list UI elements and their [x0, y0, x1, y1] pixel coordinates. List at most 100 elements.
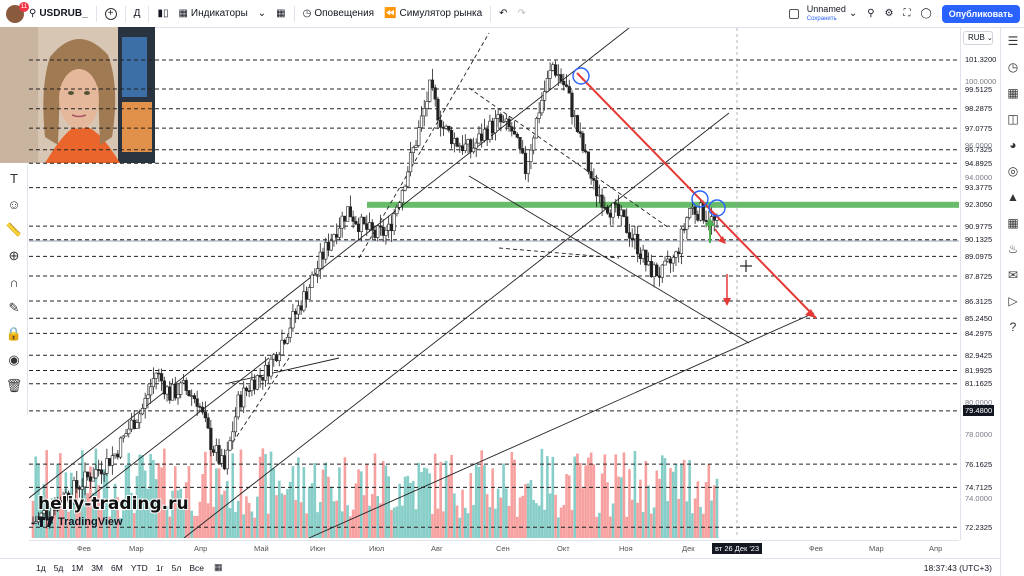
volume-bar: [346, 505, 349, 538]
compare-symbol-button[interactable]: +: [100, 0, 122, 28]
range-button[interactable]: YTD: [130, 562, 148, 573]
price-tick-label: 100.0000: [965, 76, 997, 86]
magnet-tool[interactable]: ∩: [0, 269, 28, 295]
dashed-trend-4: [498, 247, 620, 259]
volume-bar: [163, 448, 166, 538]
range-button[interactable]: 1д: [36, 562, 46, 573]
candle-body: [239, 394, 243, 408]
candle-body: [140, 408, 145, 415]
volume-bar: [477, 466, 481, 538]
zoom-tool[interactable]: ⊕: [0, 243, 28, 269]
hotlist-button[interactable]: ▲: [1001, 184, 1024, 210]
measure-tool[interactable]: 📏: [0, 217, 28, 243]
layouts-button[interactable]: ▦: [271, 0, 290, 28]
volume-bar: [376, 495, 380, 538]
chart-type-button[interactable]: ▮▯: [152, 0, 173, 28]
target-icon: ◎: [1007, 164, 1019, 178]
volume-bar: [433, 453, 437, 538]
candle-body: [597, 194, 601, 197]
candle-body: [671, 257, 675, 264]
volume-bar: [458, 517, 462, 538]
candle-body: [521, 148, 525, 154]
watchlist-button[interactable]: ☰: [1001, 28, 1024, 54]
candle-body: [430, 79, 435, 89]
currency-button[interactable]: RUB ⌄: [963, 31, 993, 45]
chat-button[interactable]: ◫: [1001, 106, 1024, 132]
candle-body: [548, 70, 552, 79]
help-button[interactable]: ?: [1001, 314, 1024, 340]
publish-button[interactable]: Опубликовать: [941, 4, 1020, 23]
range-button[interactable]: Все: [189, 562, 204, 573]
candle-body: [118, 437, 123, 458]
replay-button[interactable]: ⏪ Симулятор рынка: [379, 0, 487, 28]
candle-body: [253, 379, 257, 390]
lock-tool[interactable]: 🔒: [0, 321, 28, 347]
candle-body: [127, 428, 131, 435]
range-button[interactable]: 3М: [91, 562, 103, 573]
fullscreen-button[interactable]: ⛶: [899, 0, 916, 28]
candle-body: [586, 151, 591, 172]
dashed-trend-3: [468, 87, 670, 229]
range-button[interactable]: 5л: [171, 562, 182, 573]
volume-bar: [518, 497, 522, 538]
descending-channel-line: [468, 175, 750, 344]
avatar[interactable]: 11: [6, 1, 29, 23]
volume-bar: [521, 495, 525, 538]
volume-bar: [275, 495, 278, 538]
candle-body: [173, 383, 177, 399]
interval-button[interactable]: Д: [133, 8, 141, 19]
undo-button[interactable]: ↶: [494, 0, 512, 28]
calendar-button[interactable]: ▦: [1001, 210, 1024, 236]
volume-bar: [370, 494, 374, 538]
indicators-button[interactable]: ▦ Индикаторы: [173, 0, 252, 28]
settings-button[interactable]: ⚙: [880, 0, 899, 28]
candle-body: [408, 152, 413, 173]
range-button[interactable]: 6М: [111, 562, 123, 573]
clock[interactable]: 18:37:43 (UTC+3): [923, 563, 992, 573]
delete-tool[interactable]: 🗑: [0, 373, 28, 399]
broadcast-button[interactable]: ▷: [1001, 288, 1024, 314]
ideas-button[interactable]: ◕: [1001, 132, 1024, 158]
range-button[interactable]: 1г: [155, 562, 164, 573]
trash-icon: 🗑: [5, 378, 23, 393]
volume-bar: [660, 455, 664, 538]
quick-search-button[interactable]: ⚲: [862, 0, 879, 28]
speech-icon: ✉: [1007, 268, 1019, 282]
text-tool[interactable]: T: [0, 165, 28, 191]
streams-button[interactable]: ◎: [1001, 158, 1024, 184]
range-button[interactable]: 5д: [53, 562, 64, 573]
volume-bar: [611, 503, 615, 538]
calendar-range-icon[interactable]: ▦: [213, 562, 223, 572]
volume-bar: [75, 487, 79, 538]
candle-body: [31, 522, 35, 525]
range-button[interactable]: 1М: [71, 562, 84, 573]
alerts-button[interactable]: ◷ Оповещения: [298, 0, 379, 28]
snapshot-button[interactable]: ◯: [916, 0, 937, 28]
lock-drawings-tool[interactable]: ✎: [0, 295, 28, 321]
hide-tool[interactable]: ◉: [0, 347, 28, 373]
templates-button[interactable]: ⌄: [253, 0, 271, 28]
patterns-tool[interactable]: ☺: [0, 191, 28, 217]
chats-button[interactable]: ✉: [1001, 262, 1024, 288]
price-level-label: 99.5125: [963, 83, 995, 95]
volume-bar: [209, 450, 213, 538]
volume-bar: [450, 454, 453, 538]
layout-select[interactable]: Unnamed Сохранить ⌄: [784, 0, 862, 28]
time-axis[interactable]: Фев Мар Апр Май Июн Июл Авг Сен Окт Ноя Дек Фев Мар А…: [29, 540, 959, 556]
candle-body: [532, 137, 536, 151]
volume-bar: [680, 464, 683, 538]
volume-bar: [223, 490, 226, 538]
volume-bar: [34, 456, 38, 538]
volume-bar: [97, 485, 100, 538]
drawing-toolbar: T ☺ 📏 ⊕ ∩ ✎ 🔒 ◉ 🗑: [0, 165, 28, 415]
price-chart[interactable]: [29, 28, 959, 538]
candle-body: [129, 419, 134, 430]
alerts-panel-button[interactable]: ◷: [1001, 54, 1024, 80]
price-scale[interactable]: 101.3200 99.5125 98.2875 97.0775 95.7325 94.8…: [960, 28, 1000, 540]
notifications-button[interactable]: ♨: [1001, 236, 1024, 262]
symbol-search[interactable]: ⚲ USDRUB_: [24, 0, 93, 28]
candle-body: [143, 398, 147, 409]
redo-button[interactable]: ↷: [513, 0, 531, 28]
candle-body: [58, 500, 62, 502]
details-button[interactable]: ▦: [1001, 80, 1024, 106]
